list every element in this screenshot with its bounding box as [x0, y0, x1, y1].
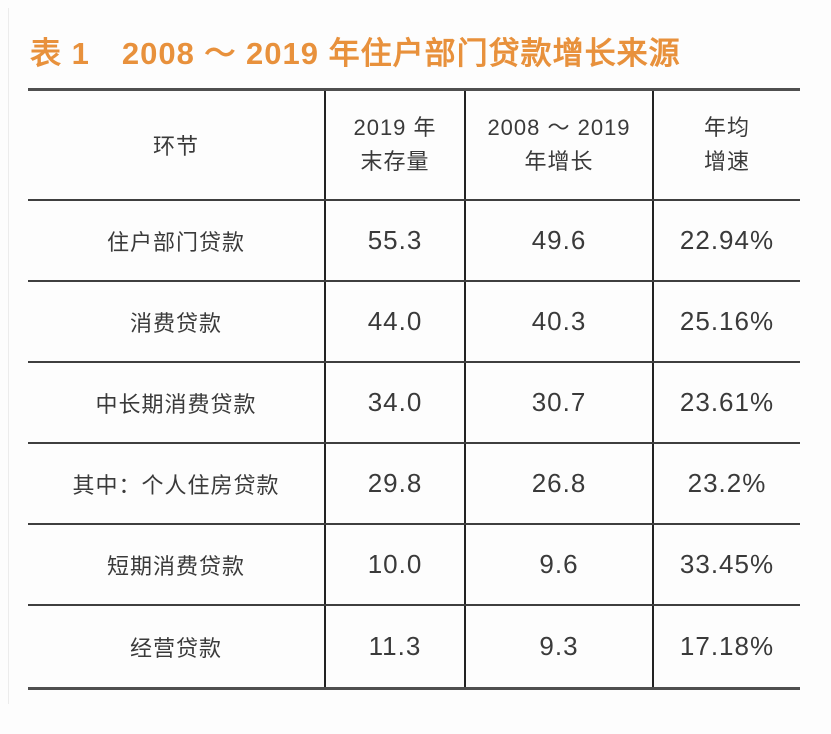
header-cell-stage: 环节	[28, 91, 326, 199]
row-label: 其中：个人住房贷款	[28, 444, 326, 523]
header-cell-cagr: 年均 增速	[654, 91, 800, 199]
cell-growth: 9.6	[466, 525, 654, 604]
row-label: 消费贷款	[28, 282, 326, 361]
cell-cagr: 17.18%	[679, 631, 775, 661]
row-label: 中长期消费贷款	[28, 363, 326, 442]
cell-cagr: 33.45%	[679, 549, 775, 579]
cell-stock: 44.0	[326, 282, 466, 361]
cell-stock: 10.0	[326, 525, 466, 604]
header-growth-line1: 2008 ～ 2019	[487, 114, 631, 140]
cell-cagr: 25.16%	[679, 306, 775, 336]
cell-cagr: 22.94%	[679, 225, 775, 255]
cell-growth: 9.3	[466, 606, 654, 687]
cell-cagr: 23.2%	[687, 468, 767, 498]
table-row: 经营贷款 11.3 9.3 17.18%	[28, 606, 800, 687]
header-cell-stock-2019: 2019 年 末存量	[326, 91, 466, 199]
row-label: 短期消费贷款	[28, 525, 326, 604]
header-stock-line2: 末存量	[360, 149, 430, 174]
cell-stock: 29.8	[326, 444, 466, 523]
cell-growth: 30.7	[466, 363, 654, 442]
table-title: 表 1 2008 ～ 2019 年住户部门贷款增长来源	[30, 36, 681, 71]
table-header-row: 环节 2019 年 末存量 2008 ～ 2019 年增长 年均 增速	[28, 91, 800, 201]
row-label: 经营贷款	[28, 606, 326, 687]
screenshot-edge-line	[8, 8, 9, 704]
cell-stock: 11.3	[326, 606, 466, 687]
header-stock-line1: 2019 年	[353, 114, 437, 140]
cell-growth: 49.6	[466, 201, 654, 280]
cell-growth: 26.8	[466, 444, 654, 523]
header-cell-growth: 2008 ～ 2019 年增长	[466, 91, 654, 199]
header-cagr-line2: 增速	[703, 149, 750, 174]
cell-stock: 55.3	[326, 201, 466, 280]
cell-stock: 34.0	[326, 363, 466, 442]
table-row: 中长期消费贷款 34.0 30.7 23.61%	[28, 363, 800, 444]
loan-growth-table: 环节 2019 年 末存量 2008 ～ 2019 年增长 年均 增速 住户部门…	[28, 88, 800, 690]
table-row: 其中：个人住房贷款 29.8 26.8 23.2%	[28, 444, 800, 525]
cell-cagr: 23.61%	[679, 387, 775, 417]
table-row: 住户部门贷款 55.3 49.6 22.94%	[28, 201, 800, 282]
header-cagr-line1: 年均	[703, 114, 750, 140]
table-row: 短期消费贷款 10.0 9.6 33.45%	[28, 525, 800, 606]
cell-growth: 40.3	[466, 282, 654, 361]
header-growth-line2: 年增长	[524, 149, 594, 174]
row-label: 住户部门贷款	[28, 201, 326, 280]
table-row: 消费贷款 44.0 40.3 25.16%	[28, 282, 800, 363]
